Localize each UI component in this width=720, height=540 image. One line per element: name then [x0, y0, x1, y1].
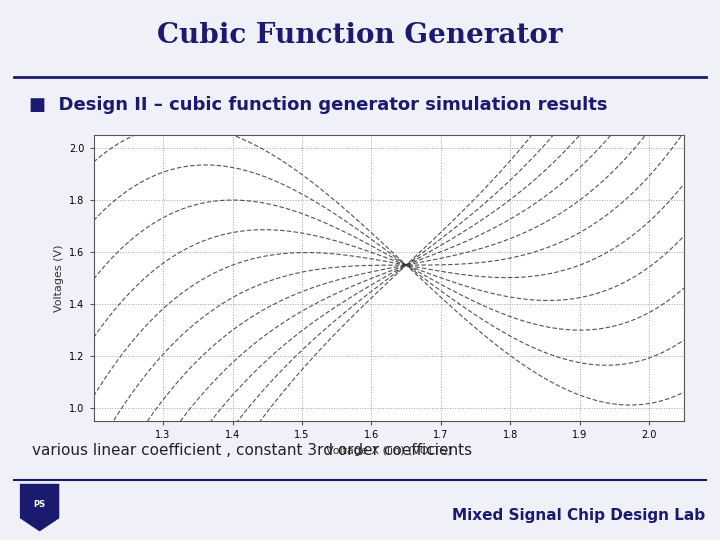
X-axis label: Voltage X (lin) (VOLTS): Voltage X (lin) (VOLTS)	[326, 446, 451, 456]
Text: Cubic Function Generator: Cubic Function Generator	[157, 22, 563, 49]
Text: Mixed Signal Chip Design Lab: Mixed Signal Chip Design Lab	[452, 508, 706, 523]
Text: PS: PS	[34, 501, 45, 509]
Text: ■  Design II – cubic function generator simulation results: ■ Design II – cubic function generator s…	[29, 96, 607, 114]
Y-axis label: Voltages (V): Voltages (V)	[54, 244, 63, 312]
Polygon shape	[19, 483, 60, 532]
Text: various linear coefficient , constant 3rd order coefficients: various linear coefficient , constant 3r…	[32, 443, 472, 458]
